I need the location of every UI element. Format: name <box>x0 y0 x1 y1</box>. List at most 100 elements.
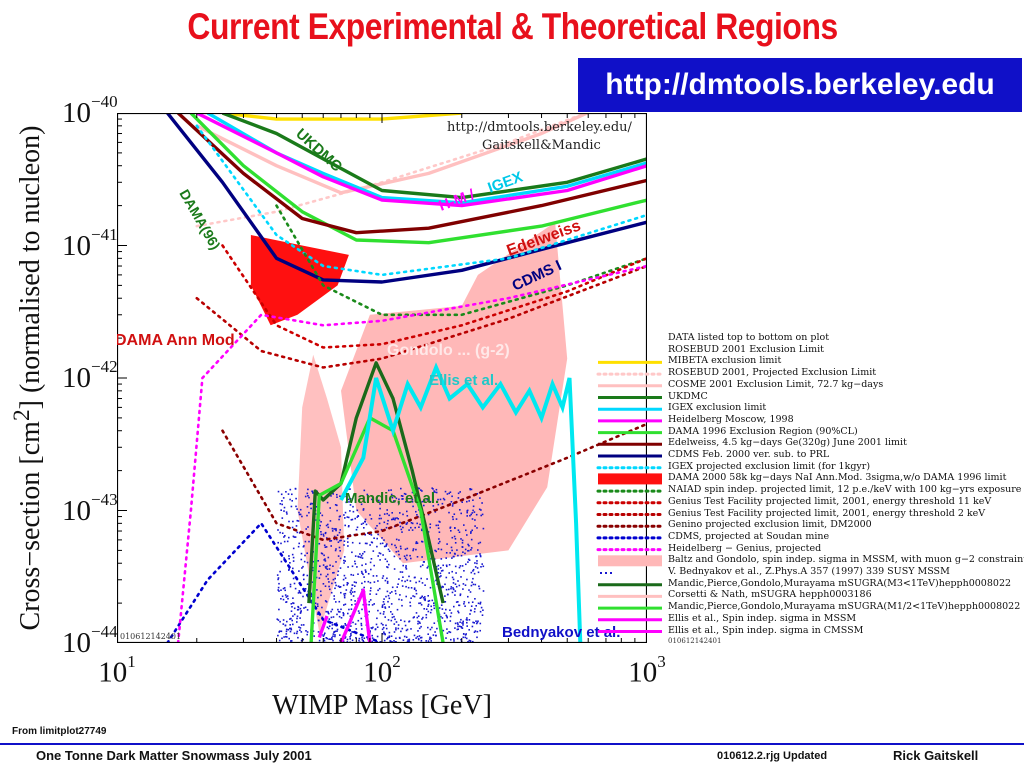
scatter-point <box>295 497 297 500</box>
scatter-point <box>471 518 474 520</box>
scatter-point <box>304 540 307 543</box>
scatter-point <box>455 518 458 520</box>
series-ukdmc <box>221 113 647 200</box>
scatter-point <box>285 635 287 638</box>
scatter-point <box>476 493 478 495</box>
scatter-point <box>365 523 368 526</box>
scatter-point <box>332 635 334 637</box>
scatter-point <box>344 592 347 595</box>
scatter-point <box>328 585 330 588</box>
scatter-point <box>387 594 390 597</box>
scatter-point <box>478 587 481 590</box>
scatter-point <box>458 625 461 628</box>
scatter-point <box>277 589 279 591</box>
scatter-point <box>361 636 363 639</box>
scatter-point <box>278 639 281 642</box>
scatter-point <box>292 623 294 626</box>
scatter-point <box>412 639 415 641</box>
scatter-point <box>462 624 464 626</box>
scatter-point <box>332 633 335 635</box>
scatter-point <box>415 637 417 639</box>
scatter-point <box>406 510 408 513</box>
scatter-point <box>385 627 388 630</box>
scatter-point <box>282 497 285 499</box>
scatter-point <box>401 604 403 607</box>
url-box[interactable]: http://dmtools.berkeley.edu <box>578 58 1022 112</box>
scatter-point <box>437 564 440 567</box>
scatter-point <box>462 588 464 590</box>
scatter-point <box>290 610 293 612</box>
scatter-point <box>283 506 286 509</box>
scatter-point <box>468 629 470 631</box>
scatter-point <box>466 621 468 624</box>
scatter-point <box>361 572 363 574</box>
scatter-point <box>403 635 406 638</box>
scatter-point <box>290 617 292 620</box>
scatter-point <box>437 568 440 570</box>
scatter-point <box>299 607 302 610</box>
scatter-point <box>325 546 328 548</box>
scatter-point <box>433 622 436 624</box>
scatter-point <box>454 583 457 585</box>
x-tick-base: 10 <box>98 656 128 689</box>
scatter-point <box>293 582 296 585</box>
scatter-point <box>420 625 422 628</box>
scatter-point <box>289 583 292 586</box>
scatter-point <box>347 541 349 543</box>
y-tick-exponent: −42 <box>91 357 118 377</box>
scatter-point <box>446 543 448 545</box>
scatter-point <box>429 523 432 525</box>
scatter-point <box>381 537 383 539</box>
scatter-point <box>482 565 485 568</box>
scatter-point <box>334 630 337 633</box>
scatter-point <box>310 507 312 510</box>
scatter-point <box>454 538 457 540</box>
scatter-point <box>418 627 421 630</box>
scatter-point <box>319 590 322 593</box>
series-genius-test-facility-projected-limit-200 <box>221 244 647 349</box>
series-naiad-spin-indep-projected-limit-12-p-e- <box>275 204 647 317</box>
scatter-point <box>311 569 314 572</box>
scatter-point <box>452 582 455 584</box>
y-tick-label: 10−41 <box>62 225 118 263</box>
scatter-point <box>381 606 384 608</box>
scatter-point <box>405 566 407 569</box>
scatter-point <box>409 580 412 582</box>
scatter-point <box>318 570 320 573</box>
scatter-point <box>304 495 307 498</box>
scatter-point <box>325 610 327 613</box>
series-cosme-2001-exclusion-limit-72-7-kg-days <box>196 113 592 195</box>
scatter-point <box>415 589 417 592</box>
scatter-point <box>326 565 328 568</box>
scatter-point <box>445 614 447 617</box>
scatter-point <box>278 590 280 592</box>
scatter-point <box>386 590 389 593</box>
legend-swatches <box>596 360 664 633</box>
scatter-point <box>373 537 375 539</box>
scatter-point <box>343 540 346 542</box>
scatter-point <box>312 492 314 494</box>
scatter-point <box>481 513 484 516</box>
scatter-point <box>370 568 372 571</box>
scatter-point <box>474 608 476 610</box>
scatter-point <box>459 621 461 623</box>
scatter-point <box>424 596 426 598</box>
scatter-point <box>430 640 432 642</box>
scatter-point <box>457 497 460 499</box>
y-axis-label: Cross−section [cm2] (normalised to nucle… <box>9 126 47 631</box>
scatter-point <box>337 574 339 576</box>
scatter-point <box>330 616 333 619</box>
scatter-point <box>402 498 404 500</box>
scatter-point <box>457 623 459 626</box>
scatter-point <box>479 541 482 544</box>
scatter-point <box>347 498 350 501</box>
scatter-point <box>404 580 406 583</box>
scatter-point <box>296 617 298 620</box>
chart-plot-area: http://dmtools.berkeley.edu/Gaitskell&Ma… <box>117 113 647 643</box>
scatter-point <box>332 565 334 567</box>
scatter-point <box>325 575 328 578</box>
scatter-point <box>432 634 435 636</box>
scatter-point <box>358 542 361 545</box>
scatter-point <box>422 596 425 599</box>
scatter-point <box>344 603 347 606</box>
